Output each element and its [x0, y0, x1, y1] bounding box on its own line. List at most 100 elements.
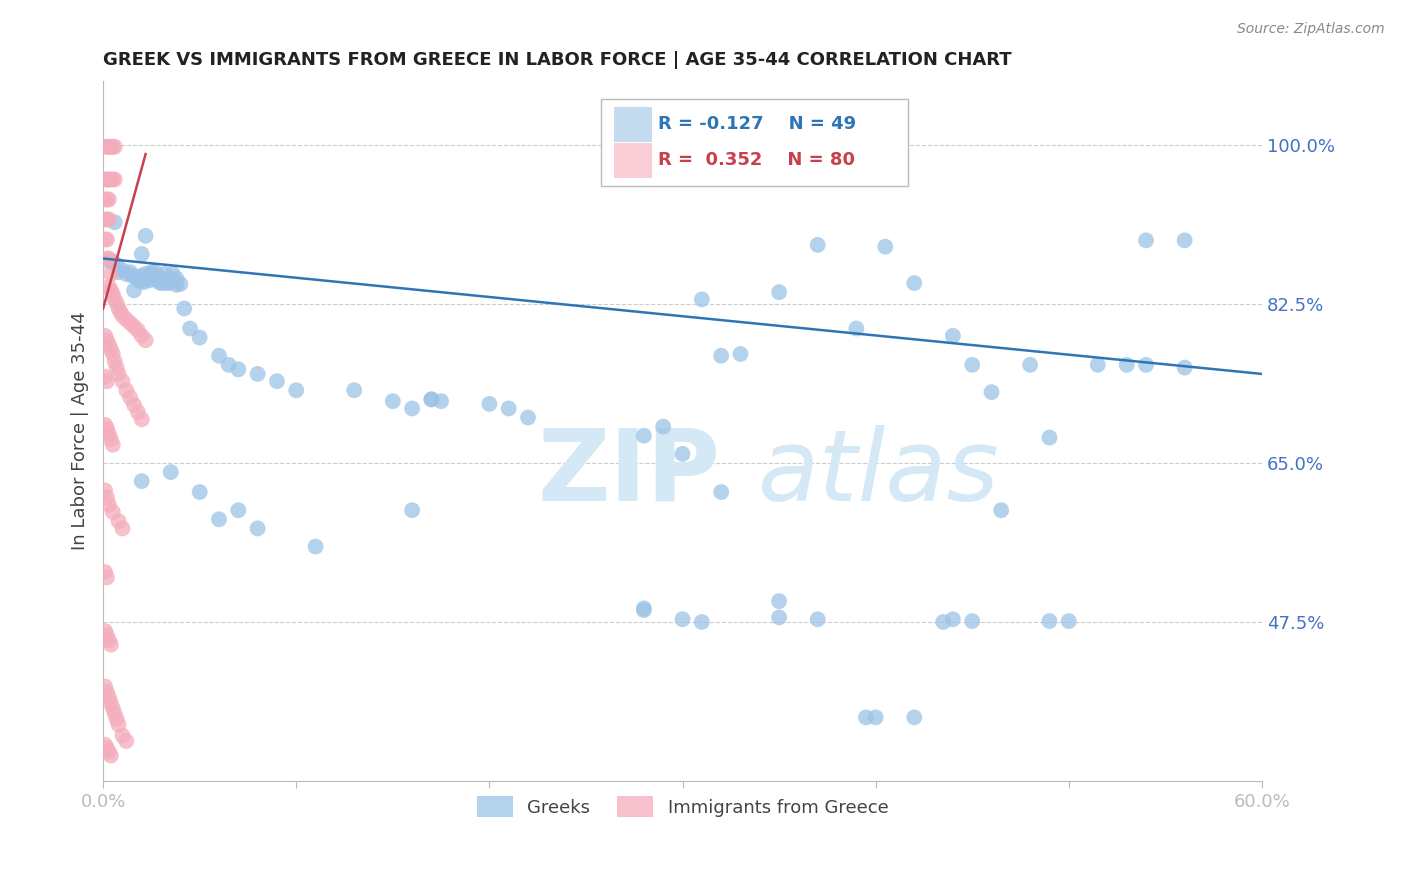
Point — [865, 710, 887, 724]
Text: Source: ZipAtlas.com: Source: ZipAtlas.com — [1237, 22, 1385, 37]
Point — [94, 624, 117, 638]
Point — [127, 323, 149, 337]
Point — [96, 491, 118, 505]
Point — [96, 172, 118, 186]
Point — [1135, 233, 1157, 247]
Point — [855, 710, 877, 724]
Point — [141, 265, 163, 279]
Point — [96, 232, 118, 246]
Point — [115, 267, 138, 281]
Point — [122, 319, 145, 334]
Point — [96, 193, 118, 207]
Point — [730, 347, 752, 361]
Point — [96, 570, 118, 584]
Point — [94, 232, 117, 246]
Point — [903, 276, 925, 290]
Point — [100, 343, 122, 357]
Point — [633, 601, 655, 615]
Point — [105, 296, 128, 310]
Point — [97, 426, 120, 441]
Point — [97, 254, 120, 268]
Point — [420, 392, 443, 407]
Point — [1115, 358, 1137, 372]
Point — [690, 293, 713, 307]
Point — [97, 172, 120, 186]
Legend: Greeks, Immigrants from Greece: Greeks, Immigrants from Greece — [470, 789, 896, 824]
Point — [100, 696, 122, 710]
Point — [96, 374, 118, 388]
Point — [101, 438, 124, 452]
Point — [96, 212, 118, 227]
Point — [94, 212, 117, 227]
Point — [135, 267, 157, 281]
Point — [105, 712, 128, 726]
Point — [710, 485, 733, 500]
Point — [169, 277, 191, 291]
Point — [97, 252, 120, 266]
Point — [768, 285, 790, 300]
Point — [97, 745, 120, 759]
Point — [633, 603, 655, 617]
Point — [671, 612, 693, 626]
Point — [932, 615, 955, 629]
Point — [1038, 614, 1060, 628]
Point — [652, 419, 675, 434]
Point — [115, 312, 138, 326]
Point — [97, 193, 120, 207]
Point — [107, 301, 129, 316]
Point — [875, 240, 897, 254]
Point — [100, 638, 122, 652]
Point — [96, 334, 118, 348]
Point — [498, 401, 520, 416]
Point — [111, 263, 134, 277]
Point — [1135, 358, 1157, 372]
Point — [101, 287, 124, 301]
Point — [100, 433, 122, 447]
Point — [100, 140, 122, 154]
Point — [143, 269, 166, 284]
Point — [136, 270, 159, 285]
Point — [845, 321, 868, 335]
Point — [131, 412, 153, 426]
Point — [710, 349, 733, 363]
Point — [100, 283, 122, 297]
Point — [173, 301, 195, 316]
Point — [135, 334, 157, 348]
Point — [97, 212, 120, 227]
Point — [94, 193, 117, 207]
Y-axis label: In Labor Force | Age 35-44: In Labor Force | Age 35-44 — [72, 312, 89, 550]
Point — [304, 540, 326, 554]
Text: GREEK VS IMMIGRANTS FROM GREECE IN LABOR FORCE | AGE 35-44 CORRELATION CHART: GREEK VS IMMIGRANTS FROM GREECE IN LABOR… — [103, 51, 1012, 69]
Point — [104, 215, 127, 229]
Point — [104, 354, 127, 368]
Point — [96, 252, 118, 266]
Point — [1038, 431, 1060, 445]
Point — [478, 397, 501, 411]
Point — [101, 701, 124, 715]
Point — [94, 328, 117, 343]
Point — [107, 265, 129, 279]
Point — [115, 384, 138, 398]
Point — [121, 268, 143, 283]
Point — [671, 447, 693, 461]
Point — [420, 392, 443, 407]
Point — [111, 374, 134, 388]
Point — [228, 362, 250, 376]
Point — [401, 401, 423, 416]
Point — [1057, 614, 1080, 628]
Point — [162, 267, 184, 281]
Point — [768, 594, 790, 608]
Point — [104, 172, 127, 186]
Point — [246, 521, 269, 535]
Point — [131, 474, 153, 488]
Text: R = -0.127    N = 49: R = -0.127 N = 49 — [658, 115, 856, 133]
Point — [188, 485, 211, 500]
Text: atlas: atlas — [758, 425, 1000, 522]
Point — [96, 685, 118, 699]
Point — [96, 629, 118, 643]
Point — [97, 279, 120, 293]
Point — [285, 384, 308, 398]
Point — [150, 276, 173, 290]
Point — [980, 385, 1002, 400]
Point — [94, 483, 117, 498]
